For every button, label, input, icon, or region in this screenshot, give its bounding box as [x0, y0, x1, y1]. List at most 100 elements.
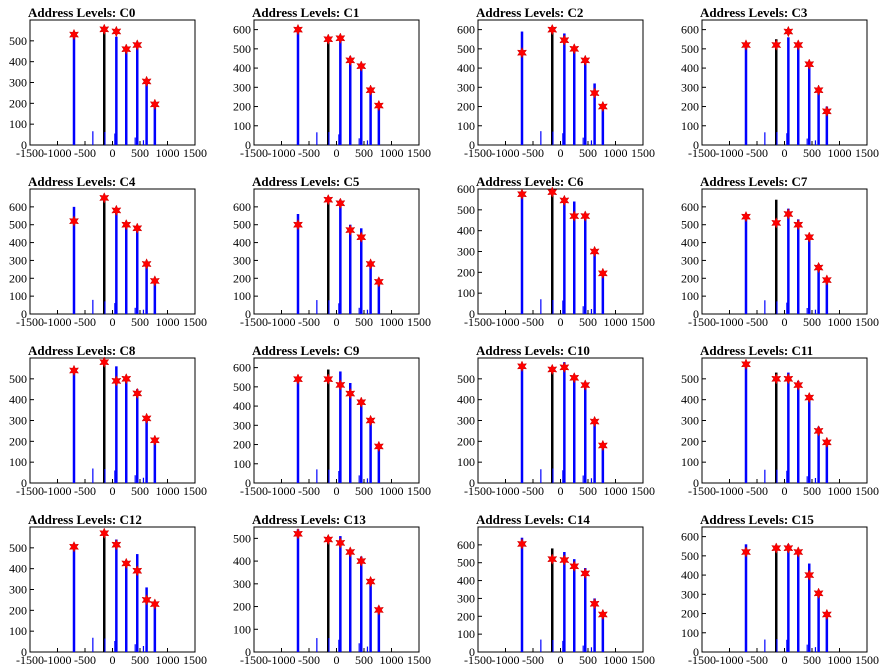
x-tick-label: -1000: [44, 146, 72, 160]
x-tick-label: -1500: [16, 315, 44, 329]
peak-marker: [597, 100, 608, 113]
peak-marker: [771, 373, 782, 385]
bar: [145, 82, 148, 145]
y-tick-label: 200: [233, 438, 251, 452]
peak-marker: [516, 360, 528, 373]
y-tick-label: 600: [233, 361, 251, 375]
x-tick-label: 1500: [407, 315, 431, 329]
peak-marker: [813, 587, 824, 600]
bar-minor: [590, 478, 593, 483]
bar-minor: [349, 473, 351, 483]
bar: [601, 443, 605, 483]
bar: [584, 58, 587, 145]
x-tick-label: 1500: [855, 484, 879, 498]
x-tick-label: -1500: [16, 146, 44, 160]
x-tick-label: -1000: [716, 484, 744, 498]
x-tick-label: 500: [131, 653, 149, 667]
peak-marker: [121, 557, 132, 570]
bar-minor: [786, 470, 788, 483]
chart-title: Address Levels: C10: [476, 343, 590, 358]
x-tick-label: 1000: [156, 146, 180, 160]
y-tick-label: 300: [233, 80, 251, 94]
y-tick-label: 600: [681, 23, 699, 37]
chart-title: Address Levels: C1: [252, 5, 359, 20]
x-tick-label: 0: [558, 146, 564, 160]
peak-marker: [771, 217, 782, 229]
x-tick-label: -1000: [44, 653, 72, 667]
x-tick-label: 500: [803, 315, 821, 329]
y-tick-label: 100: [681, 289, 699, 303]
bar-minor: [814, 478, 817, 483]
peak-marker: [740, 546, 752, 558]
y-tick-label: 0: [21, 476, 27, 490]
x-tick-label: -1500: [240, 315, 268, 329]
y-tick-label: 100: [9, 289, 27, 303]
bar: [136, 226, 139, 314]
peak-marker: [132, 564, 143, 577]
x-tick-label: -1000: [716, 146, 744, 160]
bar: [136, 554, 139, 652]
peak-marker: [292, 528, 304, 540]
bar: [349, 383, 352, 483]
bar-minor: [92, 637, 94, 652]
bar: [601, 612, 605, 652]
peak-marker: [373, 99, 384, 112]
bar: [573, 201, 576, 314]
peak-marker: [121, 218, 132, 231]
peak-marker: [292, 373, 304, 385]
x-tick-label: 500: [803, 484, 821, 498]
y-tick-label: 400: [681, 61, 699, 75]
peak-marker: [580, 379, 591, 391]
x-tick-label: 1000: [604, 146, 628, 160]
x-tick-label: -1000: [492, 146, 520, 160]
peak-marker: [813, 84, 824, 97]
x-tick-label: 1000: [828, 315, 852, 329]
peak-marker: [68, 215, 80, 227]
y-tick-label: 600: [681, 530, 699, 544]
chart-title: Address Levels: C14: [476, 512, 590, 527]
peak-marker: [589, 597, 600, 610]
peak-marker: [345, 546, 356, 558]
peak-marker: [793, 218, 804, 231]
bar-minor: [540, 299, 542, 314]
bar: [103, 30, 106, 146]
subplot-5: Address Levels: C5 0 100 200 300 400 500 600 -15…: [233, 174, 431, 329]
peak-marker: [356, 555, 367, 567]
x-tick-label: -500: [746, 146, 768, 160]
y-tick-label: 400: [9, 393, 27, 407]
y-tick-label: 300: [233, 418, 251, 432]
subplot-2: Address Levels: C2 0 100 200 300 400 500 600 -15…: [457, 5, 655, 160]
x-tick-label: 1000: [156, 315, 180, 329]
x-tick-label: 1500: [631, 315, 655, 329]
y-tick-label: 0: [21, 645, 27, 659]
peak-marker: [335, 197, 346, 210]
x-tick-label: 1000: [828, 653, 852, 667]
peak-marker: [373, 440, 384, 453]
peak-marker: [793, 546, 804, 558]
peak-marker: [559, 554, 570, 566]
bar-minor: [366, 140, 369, 145]
bar-minor: [316, 469, 318, 483]
bar: [339, 536, 342, 652]
y-tick-label: 400: [457, 61, 475, 75]
bar-minor: [92, 131, 94, 145]
bar-minor: [562, 300, 564, 314]
bar: [103, 533, 106, 652]
bar: [808, 395, 811, 483]
plot-frame: [29, 526, 196, 653]
x-tick-label: -1000: [492, 484, 520, 498]
x-tick-label: 500: [355, 653, 373, 667]
bar-minor: [338, 303, 340, 314]
y-tick-label: 200: [233, 100, 251, 114]
bar: [377, 606, 381, 652]
x-tick-label: 1000: [156, 653, 180, 667]
peak-marker: [335, 32, 346, 45]
peak-marker: [740, 39, 752, 51]
y-tick-label: 200: [233, 271, 251, 285]
x-tick-label: -500: [74, 315, 96, 329]
y-tick-label: 0: [693, 645, 699, 659]
bar: [787, 208, 790, 314]
bar-minor: [806, 476, 808, 483]
y-tick-label: 500: [9, 541, 27, 555]
